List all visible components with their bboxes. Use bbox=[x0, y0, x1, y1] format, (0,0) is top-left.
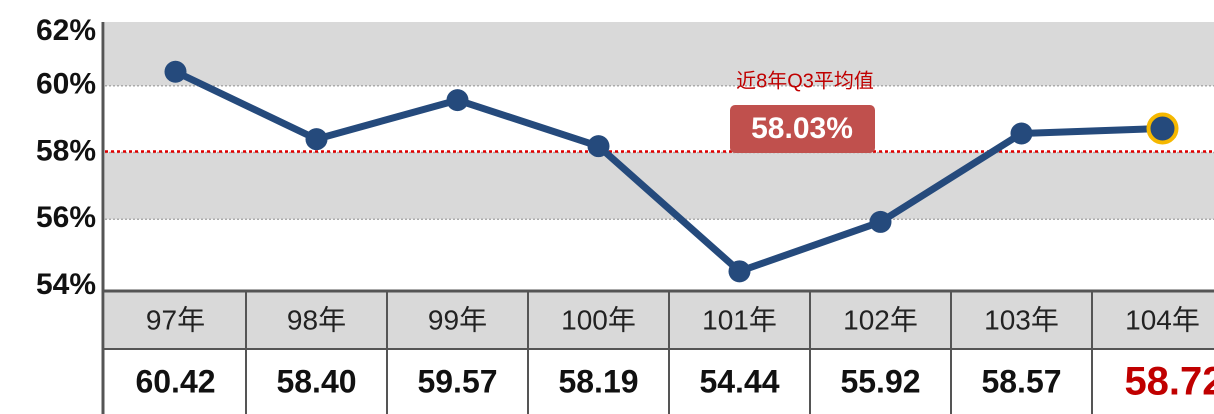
point bbox=[728, 260, 751, 283]
table-value: 59.57 bbox=[417, 363, 497, 399]
y-tick-label: 62% bbox=[36, 14, 96, 47]
y-tick-label: 54% bbox=[36, 268, 96, 301]
grid-band bbox=[105, 22, 1214, 86]
y-tick-label: 56% bbox=[36, 201, 96, 234]
table-value: 58.40 bbox=[276, 363, 356, 399]
table-header-bg bbox=[105, 291, 1214, 349]
grid-band bbox=[105, 152, 1214, 220]
point bbox=[1146, 112, 1179, 145]
table-value: 58.72 bbox=[1124, 360, 1214, 404]
x-tick-label: 102年 bbox=[843, 304, 918, 335]
table-value: 58.57 bbox=[981, 363, 1061, 399]
average-label: 近8年Q3平均值 bbox=[736, 69, 874, 92]
x-tick-label: 98年 bbox=[287, 304, 346, 335]
x-tick-label: 100年 bbox=[561, 304, 636, 335]
table-value: 58.19 bbox=[558, 363, 638, 399]
y-tick-label: 58% bbox=[36, 134, 96, 167]
table-value: 55.92 bbox=[840, 363, 920, 399]
x-tick-label: 101年 bbox=[702, 304, 777, 335]
x-tick-label: 104年 bbox=[1125, 304, 1200, 335]
point bbox=[446, 89, 469, 112]
x-tick-label: 103年 bbox=[984, 304, 1059, 335]
line bbox=[173, 68, 1163, 275]
point bbox=[305, 128, 328, 151]
y-tick-label: 60% bbox=[36, 68, 96, 101]
table-value: 54.44 bbox=[699, 363, 779, 399]
average-value-label: 58.03% bbox=[751, 112, 853, 145]
point bbox=[587, 135, 610, 158]
point bbox=[869, 210, 892, 233]
table-value: 60.42 bbox=[135, 363, 215, 399]
average-badge bbox=[730, 105, 875, 153]
x-tick-label: 97年 bbox=[146, 304, 205, 335]
point bbox=[164, 60, 187, 83]
point bbox=[1010, 122, 1033, 145]
x-tick-label: 99年 bbox=[428, 304, 487, 335]
